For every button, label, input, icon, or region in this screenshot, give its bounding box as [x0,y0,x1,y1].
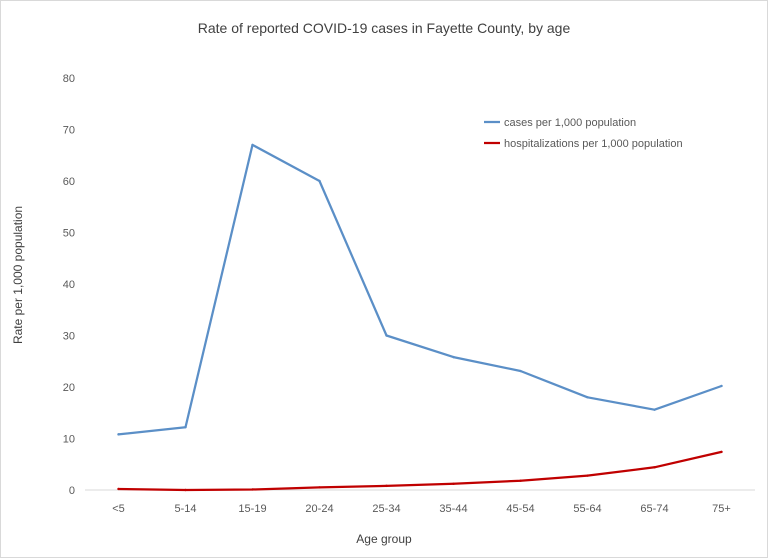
x-tick-label: 65-74 [640,503,668,515]
x-tick-label: 55-64 [573,503,601,515]
y-tick-label: 80 [63,73,75,85]
x-tick-label: 20-24 [305,503,333,515]
y-tick-label: 10 [63,434,75,446]
x-tick-label: 5-14 [174,503,196,515]
data-point [653,408,656,411]
x-tick-label: 35-44 [439,503,467,515]
data-point [251,143,254,147]
legend-label: cases per 1,000 population [504,117,636,129]
data-point [385,334,388,337]
legend-label: hospitalizations per 1,000 population [504,138,683,150]
y-tick-label: 70 [63,125,75,137]
x-tick-label: <5 [112,503,125,515]
y-tick-label: 30 [63,331,75,343]
data-point [318,179,321,183]
y-tick-label: 0 [69,485,75,497]
x-tick-label: 75+ [712,503,731,515]
x-axis-label: Age group [356,532,412,546]
data-point [117,433,120,436]
series-line-hospitalizations [117,450,723,492]
data-point [586,396,589,399]
data-point [452,482,455,486]
y-tick-label: 60 [63,176,75,188]
y-tick-label: 50 [63,228,75,240]
x-tick-label: 15-19 [238,503,266,515]
data-point [184,488,187,492]
data-point [519,479,522,482]
data-point [653,466,656,469]
data-point [251,488,254,491]
data-point [519,369,522,373]
data-point [385,484,388,488]
data-point [452,355,455,359]
x-tick-label: 25-34 [372,503,400,515]
y-tick-label: 20 [63,382,75,394]
data-point [318,486,321,489]
series-line-cases [117,143,723,436]
data-point [117,487,120,491]
chart-title: Rate of reported COVID-19 cases in Fayet… [197,20,571,36]
y-tick-label: 40 [63,279,75,291]
x-tick-label: 45-54 [506,503,534,515]
data-point [720,384,723,388]
data-point [720,450,723,454]
data-point [184,425,187,429]
data-point [586,474,589,477]
